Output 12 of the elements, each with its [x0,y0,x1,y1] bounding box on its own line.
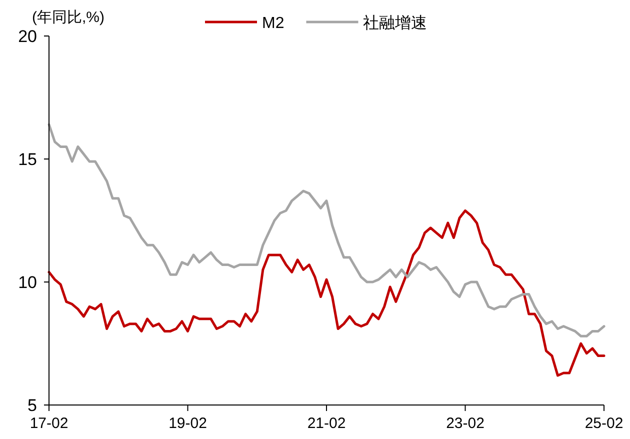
y-tick-label: 15 [18,150,37,169]
y-tick-label: 20 [18,27,37,46]
legend-label: 社融增速 [363,14,428,32]
legend-label: M2 [262,15,284,32]
x-tick-label: 19-02 [168,415,207,432]
x-tick-label: 25-02 [584,415,624,432]
x-tick-label: 17-02 [30,415,68,432]
x-tick-label: 23-02 [446,415,484,432]
x-tick-label: 21-02 [307,415,346,432]
y-tick-label: 5 [28,396,37,415]
y-tick-label: 10 [18,273,37,292]
y-axis-title: (年同比,%) [32,9,104,26]
